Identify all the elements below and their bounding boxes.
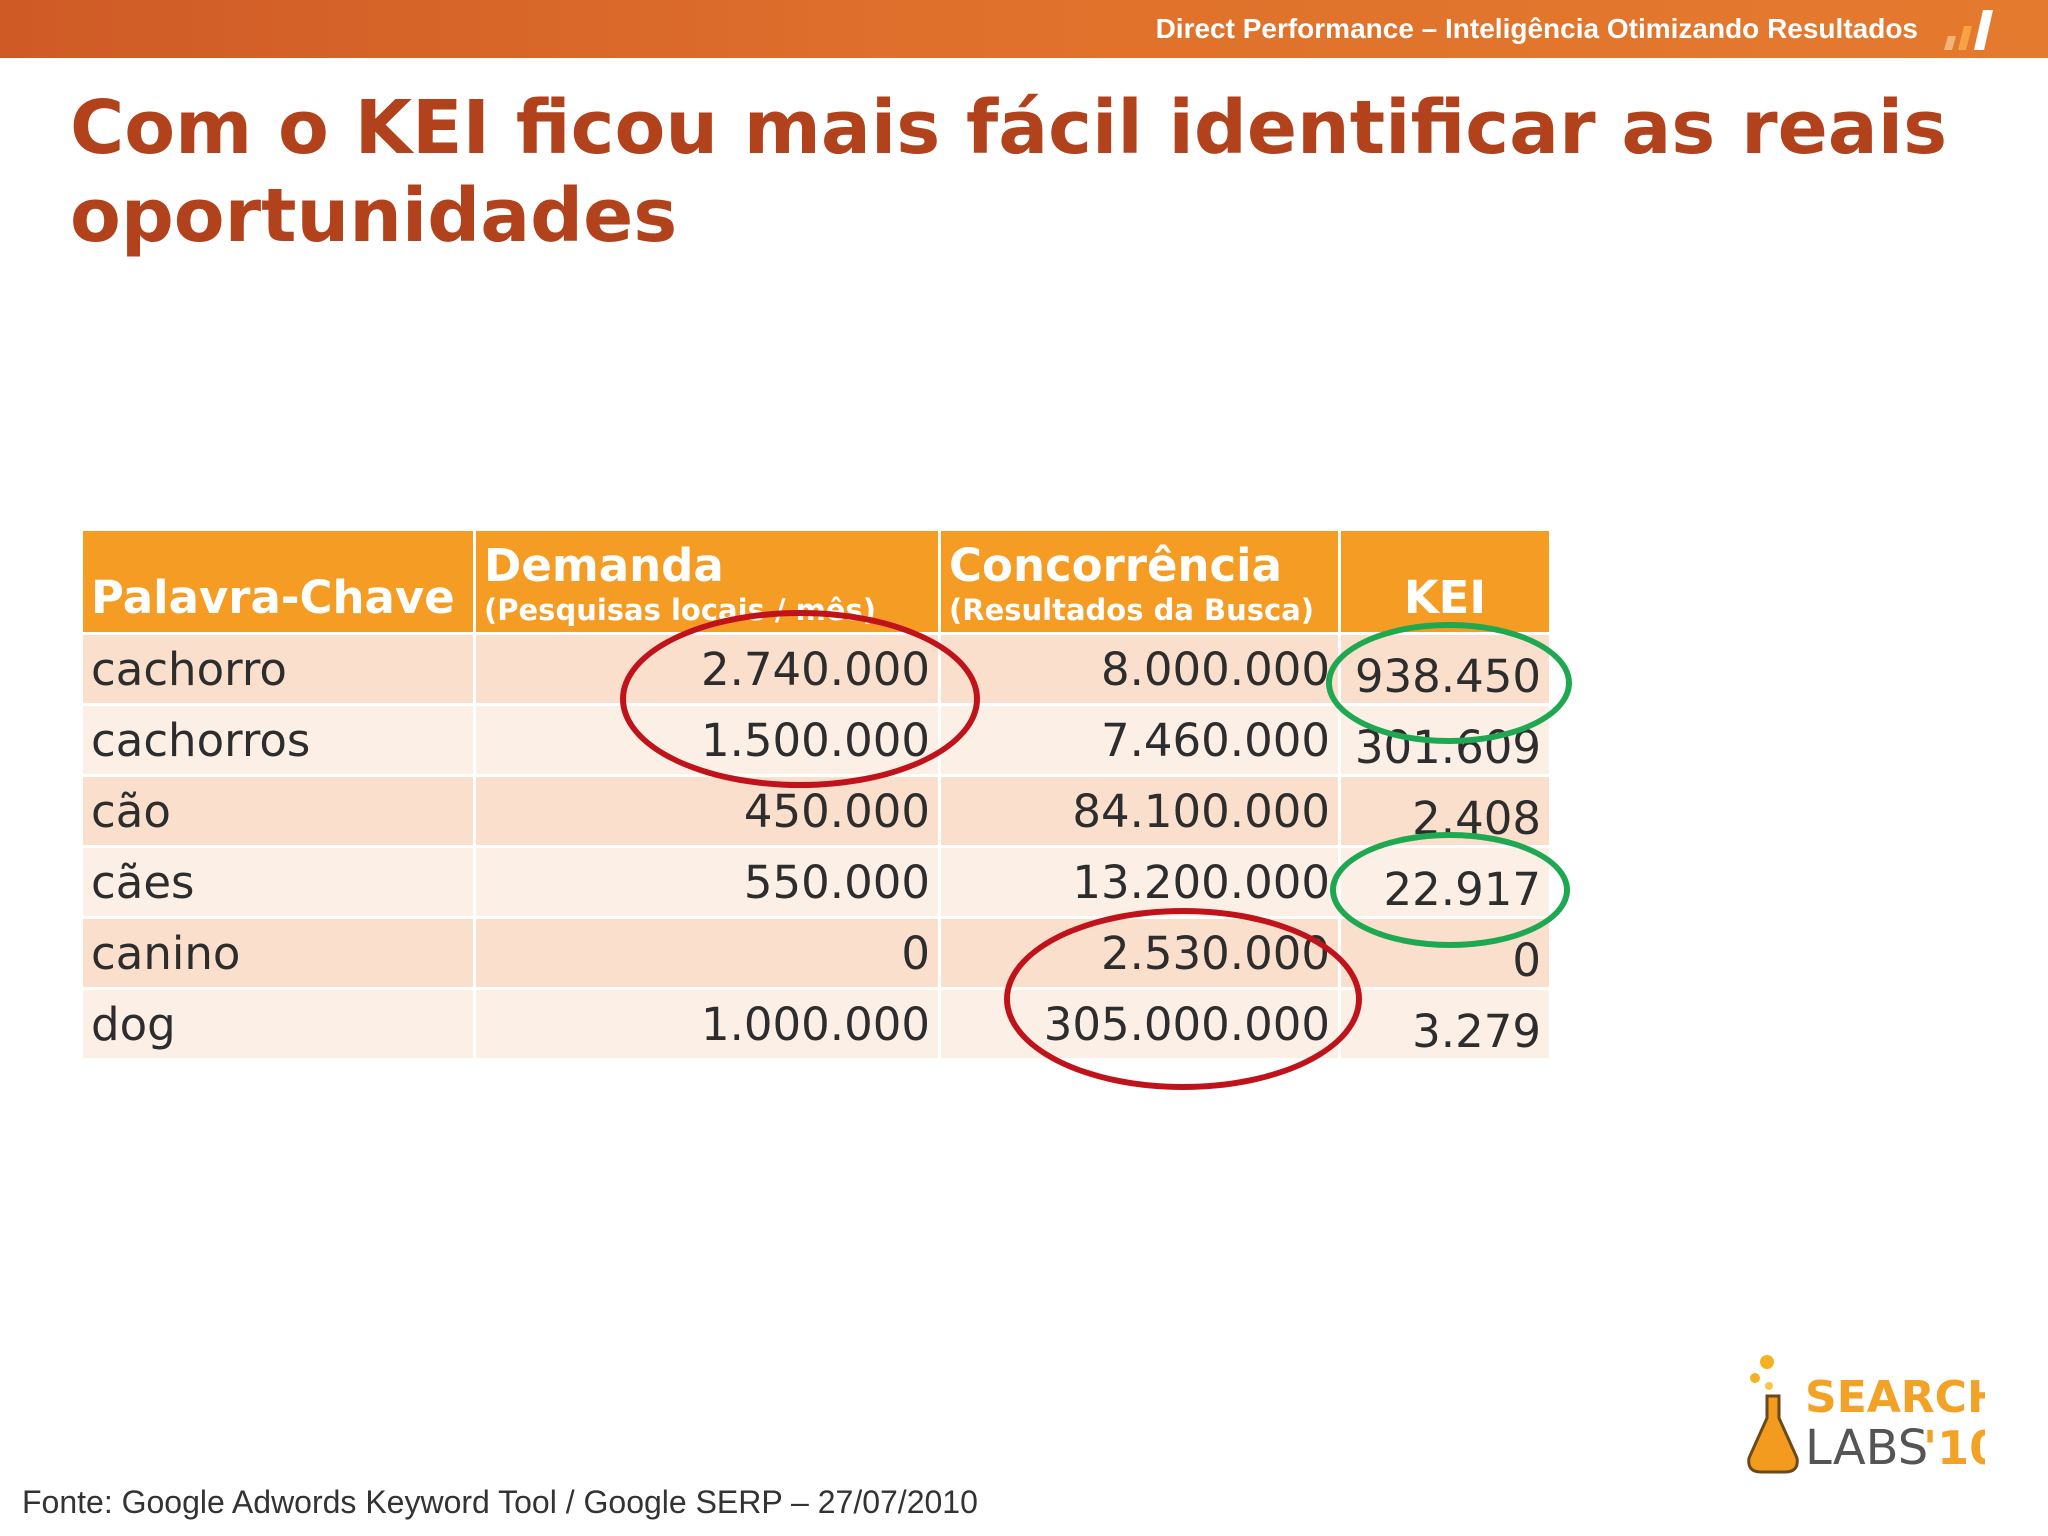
table-row: cachorros 1.500.000 7.460.000 301.609 xyxy=(83,706,1549,774)
logo-year: '10 xyxy=(1923,1421,1985,1475)
table-row: dog 1.000.000 305.000.000 3.279 xyxy=(83,990,1549,1058)
table-row: canino 0 2.530.000 0 xyxy=(83,919,1549,987)
keyword-cell: cães xyxy=(83,848,473,916)
table-row: cão 450.000 84.100.000 2.408 xyxy=(83,777,1549,845)
table-header-row: Palavra-Chave Demanda (Pesquisas locais … xyxy=(83,531,1549,632)
keyword-cell: cachorros xyxy=(83,706,473,774)
column-header-sublabel: (Pesquisas locais / mês) xyxy=(484,593,876,627)
demanda-cell: 1.000.000 xyxy=(476,990,938,1058)
concorrencia-cell: 84.100.000 xyxy=(941,777,1338,845)
slide-title: Com o KEI ficou mais fácil identificar a… xyxy=(70,85,1948,259)
kei-cell: 22.917 xyxy=(1341,848,1549,916)
concorrencia-cell: 8.000.000 xyxy=(941,635,1338,703)
kei-table: Palavra-Chave Demanda (Pesquisas locais … xyxy=(80,528,1552,1061)
column-header-label: Palavra-Chave xyxy=(91,571,455,624)
column-header-kei: KEI xyxy=(1341,531,1549,632)
lab-flask-icon: SEARCH LABS '10 xyxy=(1747,1355,1985,1476)
demanda-cell: 2.740.000 xyxy=(476,635,938,703)
source-note: Fonte: Google Adwords Keyword Tool / Goo… xyxy=(22,1484,978,1520)
kei-cell: 301.609 xyxy=(1341,706,1549,774)
header-tagline: Direct Performance – Inteligência Otimiz… xyxy=(1155,13,1918,44)
table-row: cães 550.000 13.200.000 22.917 xyxy=(83,848,1549,916)
kei-cell: 0 xyxy=(1341,919,1549,987)
column-header-label: Demanda xyxy=(484,539,724,592)
demanda-cell: 450.000 xyxy=(476,777,938,845)
concorrencia-cell: 13.200.000 xyxy=(941,848,1338,916)
ascending-bars-icon xyxy=(1944,10,1993,50)
demanda-cell: 550.000 xyxy=(476,848,938,916)
concorrencia-cell: 305.000.000 xyxy=(941,990,1338,1058)
logo-word-search: SEARCH xyxy=(1805,1372,1985,1423)
concorrencia-cell: 7.460.000 xyxy=(941,706,1338,774)
kei-cell: 3.279 xyxy=(1341,990,1549,1058)
concorrencia-cell: 2.530.000 xyxy=(941,919,1338,987)
table-row: cachorro 2.740.000 8.000.000 938.450 xyxy=(83,635,1549,703)
column-header-label: Concorrência xyxy=(949,539,1282,592)
column-header-label: KEI xyxy=(1403,571,1487,624)
keyword-cell: cão xyxy=(83,777,473,845)
header-bar: Direct Performance – Inteligência Otimiz… xyxy=(0,0,2048,58)
column-header-sublabel: (Resultados da Busca) xyxy=(949,593,1315,627)
logo-word-labs: LABS xyxy=(1805,1420,1928,1476)
keyword-cell: canino xyxy=(83,919,473,987)
kei-cell: 938.450 xyxy=(1341,635,1549,703)
column-header-concorrencia: Concorrência (Resultados da Busca) xyxy=(941,531,1338,632)
keyword-cell: dog xyxy=(83,990,473,1058)
kei-cell: 2.408 xyxy=(1341,777,1549,845)
column-header-keyword: Palavra-Chave xyxy=(83,531,473,632)
demanda-cell: 1.500.000 xyxy=(476,706,938,774)
demanda-cell: 0 xyxy=(476,919,938,987)
keyword-cell: cachorro xyxy=(83,635,473,703)
column-header-demanda: Demanda (Pesquisas locais / mês) xyxy=(476,531,938,632)
